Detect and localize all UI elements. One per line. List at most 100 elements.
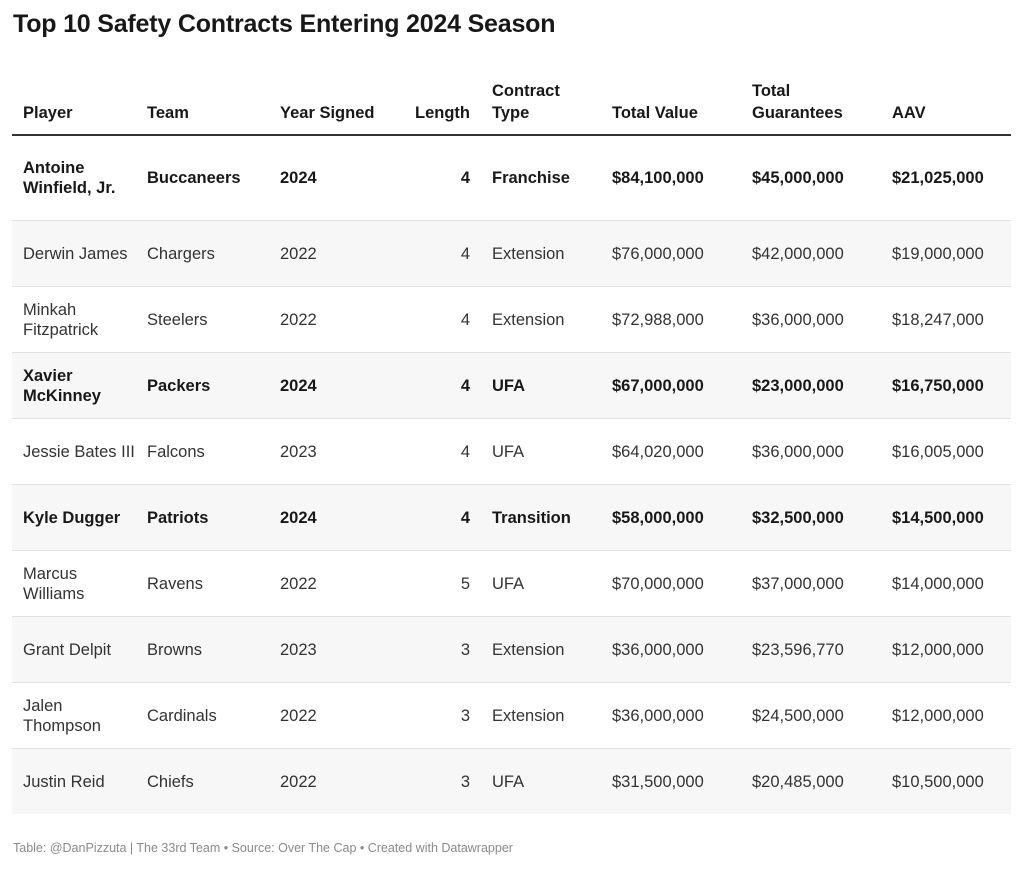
- cell-contract-type: UFA: [481, 418, 601, 485]
- cell-contract-type: Extension: [481, 220, 601, 287]
- table-body: Antoine Winfield, Jr. Buccaneers 2024 4 Fran…: [12, 135, 1011, 814]
- cell-total-value: $31,500,000: [601, 748, 741, 814]
- cell-total-guarantees: $32,500,000: [741, 484, 881, 551]
- col-header-total-value[interactable]: Total Value: [601, 70, 741, 136]
- cell-player: Grant Delpit: [12, 616, 136, 683]
- table-row: Derwin James Chargers 2022 4 Extension $76,00…: [12, 220, 1011, 287]
- cell-length: 4: [379, 135, 481, 221]
- cell-player: Jessie Bates III: [12, 418, 136, 485]
- cell-total-guarantees: $37,000,000: [741, 550, 881, 617]
- contracts-table: Player Team Year Signed Length Contract …: [12, 70, 1011, 814]
- cell-aav: $19,000,000: [881, 220, 1011, 287]
- cell-length: 3: [379, 682, 481, 749]
- cell-year-signed: 2022: [269, 682, 379, 749]
- cell-total-guarantees: $24,500,000: [741, 682, 881, 749]
- cell-contract-type: Extension: [481, 286, 601, 353]
- col-header-length[interactable]: Length: [379, 70, 481, 136]
- table-row: Marcus Williams Ravens 2022 5 UFA $70,000,000…: [12, 550, 1011, 617]
- cell-aav: $10,500,000: [881, 748, 1011, 814]
- cell-total-guarantees: $23,000,000: [741, 352, 881, 419]
- table-row: Jalen Thompson Cardinals 2022 3 Extension $36…: [12, 682, 1011, 749]
- cell-length: 4: [379, 418, 481, 485]
- cell-team: Falcons: [136, 418, 269, 485]
- cell-total-value: $67,000,000: [601, 352, 741, 419]
- cell-total-value: $36,000,000: [601, 616, 741, 683]
- cell-year-signed: 2022: [269, 550, 379, 617]
- cell-player: Marcus Williams: [12, 550, 136, 617]
- cell-player: Antoine Winfield, Jr.: [12, 135, 136, 221]
- cell-year-signed: 2024: [269, 135, 379, 221]
- cell-length: 4: [379, 352, 481, 419]
- cell-team: Patriots: [136, 484, 269, 551]
- cell-length: 4: [379, 286, 481, 353]
- col-header-total-guarantees[interactable]: Total Guarantees: [741, 70, 881, 136]
- cell-year-signed: 2023: [269, 418, 379, 485]
- cell-total-guarantees: $20,485,000: [741, 748, 881, 814]
- cell-total-value: $76,000,000: [601, 220, 741, 287]
- cell-aav: $14,000,000: [881, 550, 1011, 617]
- cell-year-signed: 2022: [269, 748, 379, 814]
- cell-team: Steelers: [136, 286, 269, 353]
- col-header-year-signed[interactable]: Year Signed: [269, 70, 379, 136]
- cell-aav: $21,025,000: [881, 135, 1011, 221]
- table-row: Kyle Dugger Patriots 2024 4 Transition $58,00…: [12, 484, 1011, 551]
- cell-player: Kyle Dugger: [12, 484, 136, 551]
- cell-player: Justin Reid: [12, 748, 136, 814]
- cell-contract-type: UFA: [481, 352, 601, 419]
- source-footer: Table: @DanPizzuta | The 33rd Team • Sou…: [13, 841, 513, 855]
- cell-aav: $16,005,000: [881, 418, 1011, 485]
- cell-total-guarantees: $36,000,000: [741, 286, 881, 353]
- cell-total-guarantees: $45,000,000: [741, 135, 881, 221]
- cell-contract-type: Extension: [481, 616, 601, 683]
- cell-total-value: $58,000,000: [601, 484, 741, 551]
- cell-player: Xavier McKinney: [12, 352, 136, 419]
- cell-team: Chiefs: [136, 748, 269, 814]
- cell-contract-type: UFA: [481, 748, 601, 814]
- cell-player: Minkah Fitzpatrick: [12, 286, 136, 353]
- cell-length: 4: [379, 220, 481, 287]
- cell-year-signed: 2022: [269, 220, 379, 287]
- table-row: Justin Reid Chiefs 2022 3 UFA $31,500,000 $20,…: [12, 748, 1011, 814]
- cell-aav: $12,000,000: [881, 616, 1011, 683]
- table-row: Xavier McKinney Packers 2024 4 UFA $67,000,00…: [12, 352, 1011, 419]
- cell-team: Ravens: [136, 550, 269, 617]
- cell-team: Buccaneers: [136, 135, 269, 221]
- cell-team: Packers: [136, 352, 269, 419]
- table-row: Grant Delpit Browns 2023 3 Extension $36,000,…: [12, 616, 1011, 683]
- cell-year-signed: 2022: [269, 286, 379, 353]
- cell-length: 3: [379, 616, 481, 683]
- cell-year-signed: 2024: [269, 484, 379, 551]
- header-row: Player Team Year Signed Length Contract …: [12, 70, 1011, 136]
- cell-total-value: $36,000,000: [601, 682, 741, 749]
- table-row: Jessie Bates III Falcons 2023 4 UFA $64,020,0…: [12, 418, 1011, 485]
- chart-title: Top 10 Safety Contracts Entering 2024 Se…: [13, 10, 556, 38]
- cell-contract-type: Extension: [481, 682, 601, 749]
- cell-contract-type: Franchise: [481, 135, 601, 221]
- cell-total-guarantees: $42,000,000: [741, 220, 881, 287]
- col-header-team[interactable]: Team: [136, 70, 269, 136]
- col-header-contract-type[interactable]: Contract Type: [481, 70, 601, 136]
- cell-team: Cardinals: [136, 682, 269, 749]
- cell-team: Browns: [136, 616, 269, 683]
- cell-total-value: $64,020,000: [601, 418, 741, 485]
- cell-contract-type: Transition: [481, 484, 601, 551]
- cell-player: Derwin James: [12, 220, 136, 287]
- col-header-player[interactable]: Player: [12, 70, 136, 136]
- cell-year-signed: 2024: [269, 352, 379, 419]
- cell-aav: $12,000,000: [881, 682, 1011, 749]
- cell-length: 4: [379, 484, 481, 551]
- cell-length: 5: [379, 550, 481, 617]
- cell-total-value: $84,100,000: [601, 135, 741, 221]
- cell-total-guarantees: $23,596,770: [741, 616, 881, 683]
- col-header-aav[interactable]: AAV: [881, 70, 1011, 136]
- cell-aav: $18,247,000: [881, 286, 1011, 353]
- cell-total-value: $70,000,000: [601, 550, 741, 617]
- cell-contract-type: UFA: [481, 550, 601, 617]
- table-row: Antoine Winfield, Jr. Buccaneers 2024 4 Fran…: [12, 135, 1011, 221]
- cell-aav: $16,750,000: [881, 352, 1011, 419]
- table-row: Minkah Fitzpatrick Steelers 2022 4 Extension…: [12, 286, 1011, 353]
- cell-player: Jalen Thompson: [12, 682, 136, 749]
- cell-year-signed: 2023: [269, 616, 379, 683]
- cell-total-guarantees: $36,000,000: [741, 418, 881, 485]
- cell-length: 3: [379, 748, 481, 814]
